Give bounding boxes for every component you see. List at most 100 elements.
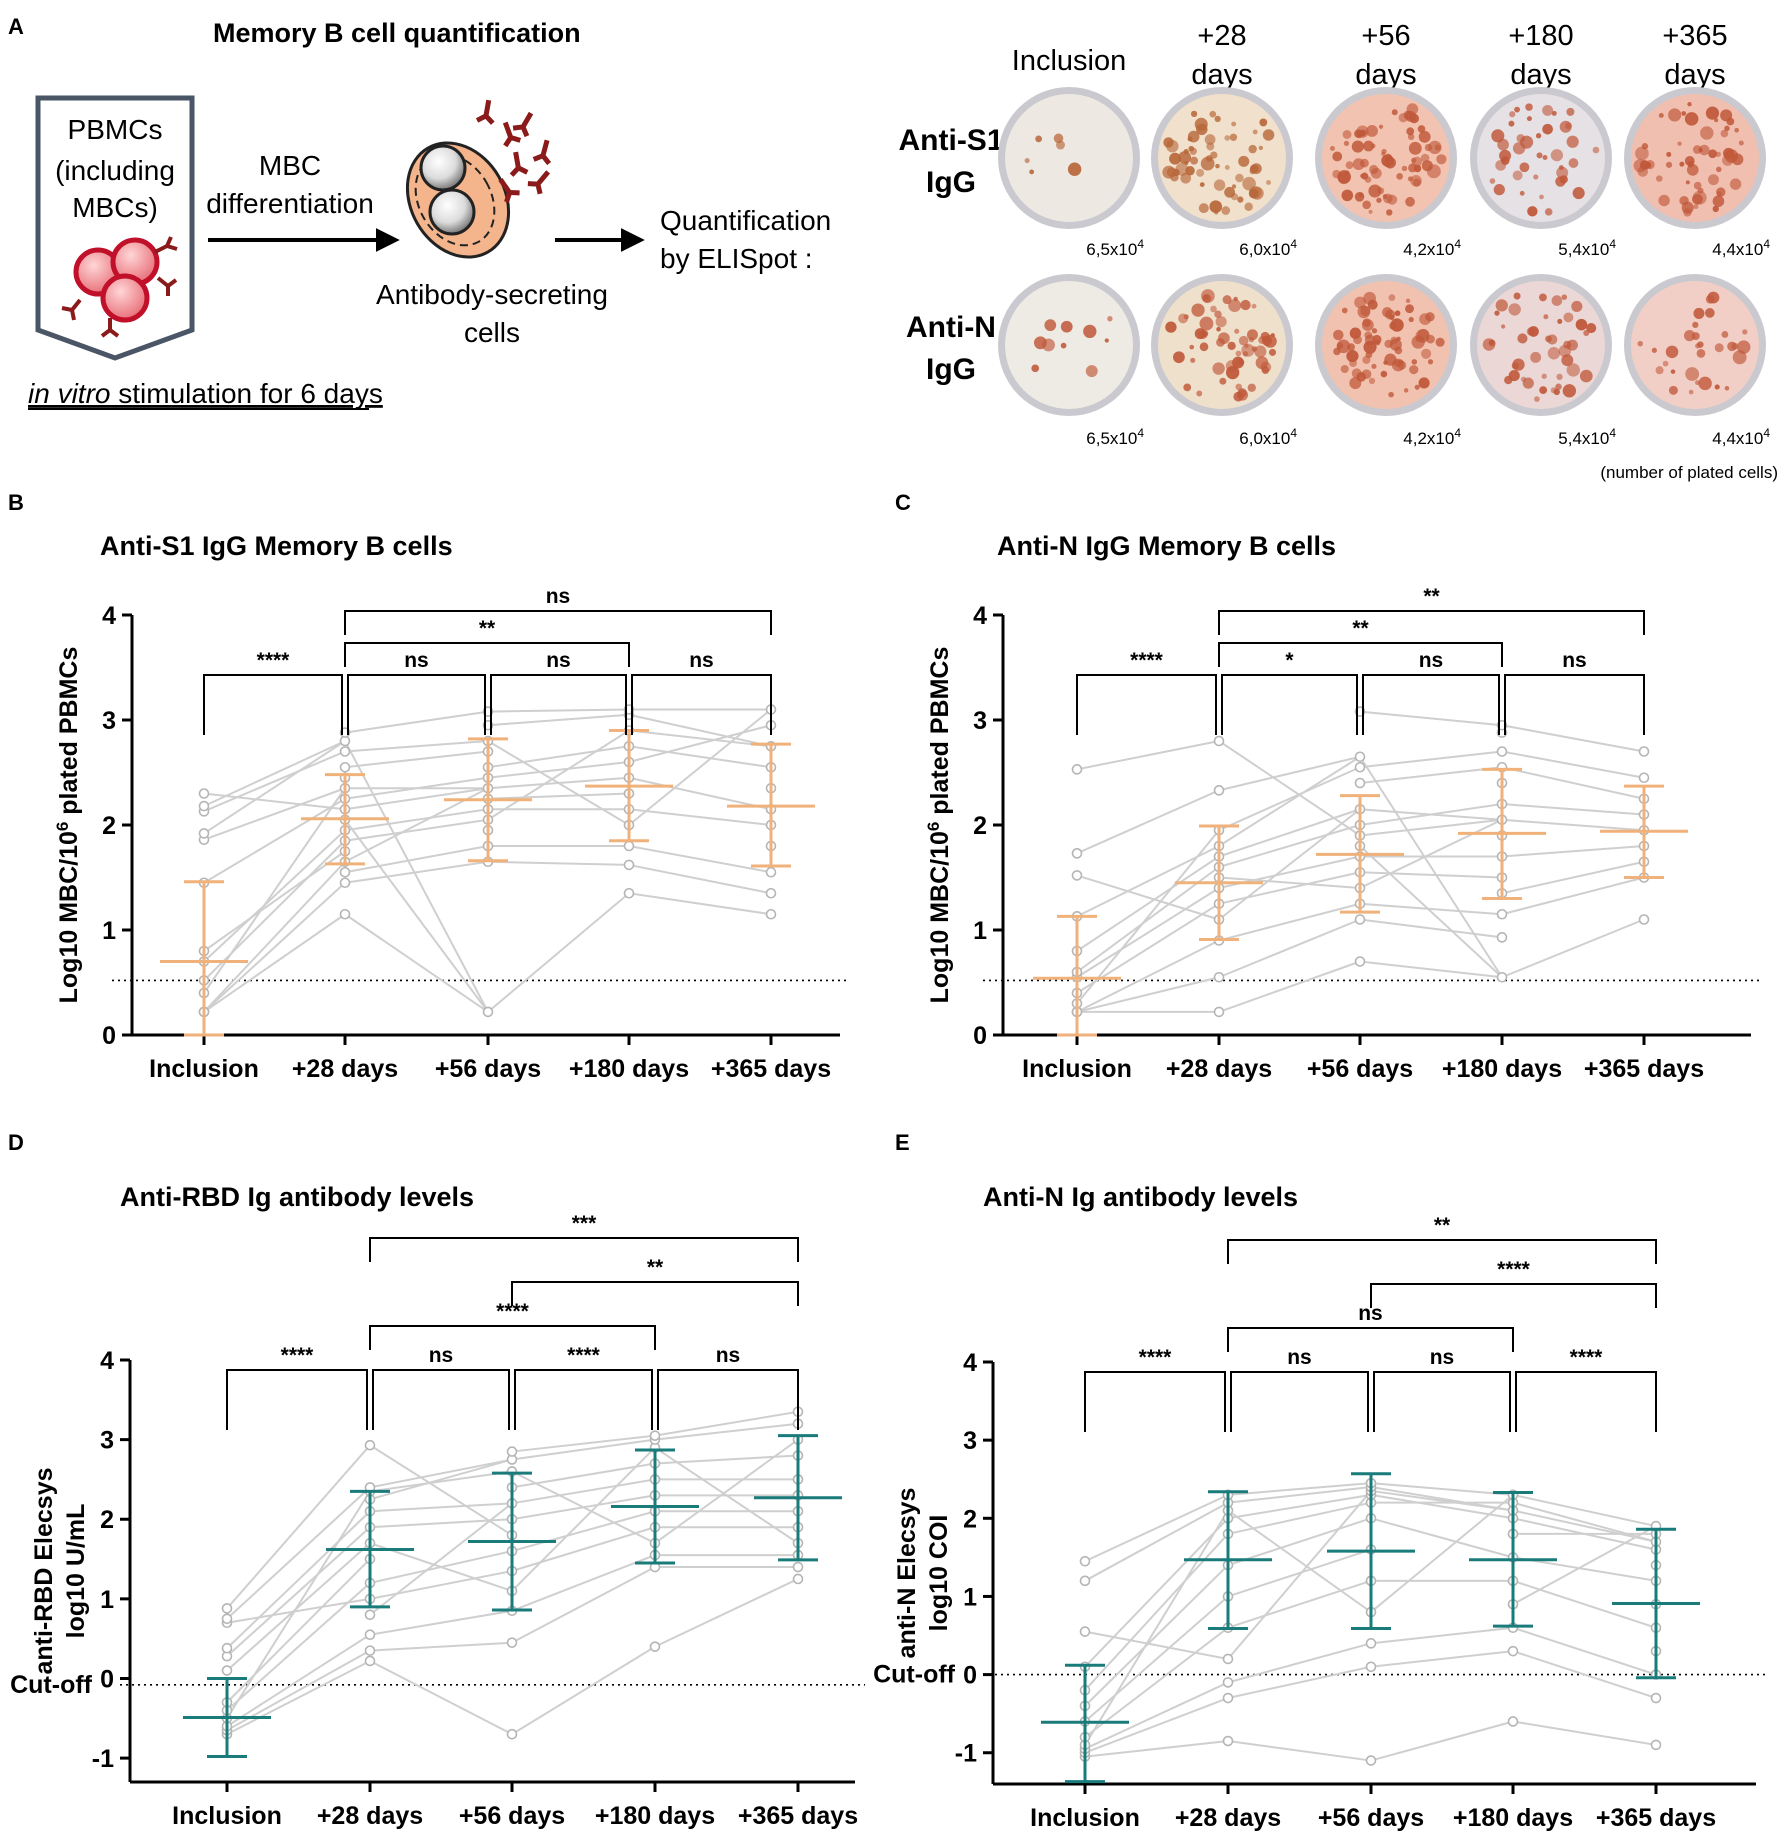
subject-trajectory <box>1218 824 1361 868</box>
plated-cells-exponent: 4 <box>1763 237 1770 251</box>
elispot-spot <box>1405 110 1417 122</box>
y-axis-label-sup: 6 <box>53 822 72 831</box>
elispot-spot <box>1489 178 1496 184</box>
y-tick-label: 0 <box>100 1665 114 1693</box>
elispot-spot <box>1249 164 1259 174</box>
plated-cells-exponent: 4 <box>1290 237 1297 251</box>
subject-trajectory <box>1218 871 1361 905</box>
significance-label: ns <box>1430 1346 1455 1369</box>
elispot-spot <box>1384 353 1397 366</box>
significance-label: ns <box>546 649 571 672</box>
elispot-spot <box>1388 294 1396 301</box>
elispot-spot <box>1204 134 1216 145</box>
subject-trajectory <box>628 845 772 874</box>
elispot-spot <box>1229 133 1238 142</box>
elispot-spot <box>1715 151 1721 157</box>
subject-trajectory <box>203 913 346 1013</box>
elispot-spot <box>1390 336 1398 344</box>
plated-cells-exponent: 4 <box>1763 426 1770 440</box>
subject-trajectory <box>1218 902 1361 942</box>
elispot-spot <box>1551 295 1563 306</box>
y-tick-label: 0 <box>102 1022 116 1050</box>
subject-trajectory <box>369 1641 513 1652</box>
data-point <box>623 859 635 871</box>
elispot-spot <box>1386 209 1393 216</box>
elispot-well <box>1151 87 1293 229</box>
x-tick-label: +180 days <box>595 1802 715 1830</box>
subject-trajectory <box>344 750 489 769</box>
subject-trajectory <box>1084 1697 1229 1754</box>
elispot-spot <box>1200 156 1215 171</box>
significance-bracket: ** <box>344 617 630 667</box>
elispot-spot <box>1215 316 1227 328</box>
data-point <box>1650 1739 1662 1751</box>
elispot-spot <box>1509 111 1516 118</box>
elispot-spot <box>1368 209 1373 214</box>
elispot-spot <box>1361 319 1374 331</box>
bracket-line <box>344 642 630 667</box>
elispot-spot <box>1501 324 1506 329</box>
elispot-spot <box>1684 112 1699 126</box>
elispot-spot <box>1539 194 1544 200</box>
subject-trajectory <box>1218 755 1361 792</box>
elispot-spot <box>1727 341 1737 352</box>
bracket-line <box>1362 674 1500 735</box>
elispot-spot <box>1408 316 1414 323</box>
elispot-spot <box>1526 116 1532 122</box>
subject-trajectory <box>487 792 630 800</box>
data-point <box>623 887 635 899</box>
elispot-spot <box>1411 157 1417 163</box>
elispot-spot <box>1378 124 1384 129</box>
bracket-line <box>372 1369 510 1430</box>
data-point <box>339 908 351 920</box>
significance-label: ns <box>1358 1302 1383 1325</box>
elispot-spot <box>1504 375 1513 385</box>
elispot-spot <box>1380 370 1388 378</box>
elispot-spot <box>1408 141 1422 155</box>
elispot-spot <box>1536 152 1543 159</box>
subject-trajectory <box>1501 766 1645 800</box>
plated-cells-base: 6,5x10 <box>1086 429 1137 448</box>
data-point <box>792 1561 804 1573</box>
elispot-spot <box>1199 316 1214 331</box>
elispot-spot <box>1178 151 1192 164</box>
elispot-spot <box>1239 359 1245 365</box>
subject-trajectory <box>487 892 630 1013</box>
elispot-spot <box>1203 294 1209 300</box>
significance-bracket: ns <box>347 649 486 735</box>
elispot-spot <box>1563 312 1574 323</box>
elispot-spot <box>1517 333 1528 344</box>
plated-cells-count: 4,2x104 <box>1403 426 1461 448</box>
significance-bracket: ns <box>1504 649 1645 735</box>
y-axis-label-sup: 6 <box>924 822 943 831</box>
elispot-spot <box>1418 377 1430 389</box>
plated-cells-base: 4,4x10 <box>1712 429 1763 448</box>
elispot-spot <box>1238 155 1250 167</box>
elispot-spot <box>1042 338 1055 352</box>
subject-trajectory <box>226 1510 371 1649</box>
significance-label: *** <box>572 1212 597 1235</box>
significance-label: ns <box>689 649 714 672</box>
significance-label: ns <box>716 1344 741 1367</box>
elispot-spot <box>1215 163 1220 169</box>
elispot-spot <box>1372 334 1382 345</box>
x-tick-label: Inclusion <box>1022 1055 1132 1083</box>
elispot-spot <box>1361 369 1372 380</box>
subject-trajectory <box>1227 1665 1372 1700</box>
plated-cells-count: 6,0x104 <box>1239 426 1297 448</box>
bracket-line <box>1076 674 1217 735</box>
elispot-spot <box>1345 161 1354 170</box>
subject-trajectory <box>487 761 630 779</box>
significance-bracket: ns <box>372 1344 510 1430</box>
subject-trajectory <box>344 845 489 874</box>
subject-trajectory <box>1512 1720 1657 1746</box>
elispot-spot <box>1542 104 1554 116</box>
elispot-well <box>1470 274 1612 416</box>
plated-cells-count: 6,5x104 <box>1086 237 1144 259</box>
bracket-line <box>1373 1371 1511 1432</box>
subject-trajectory <box>511 1470 656 1545</box>
subject-trajectory <box>203 750 346 813</box>
subject-trajectory <box>628 713 772 748</box>
elispot-spot <box>1426 164 1441 179</box>
significance-label: ** <box>647 1256 664 1279</box>
